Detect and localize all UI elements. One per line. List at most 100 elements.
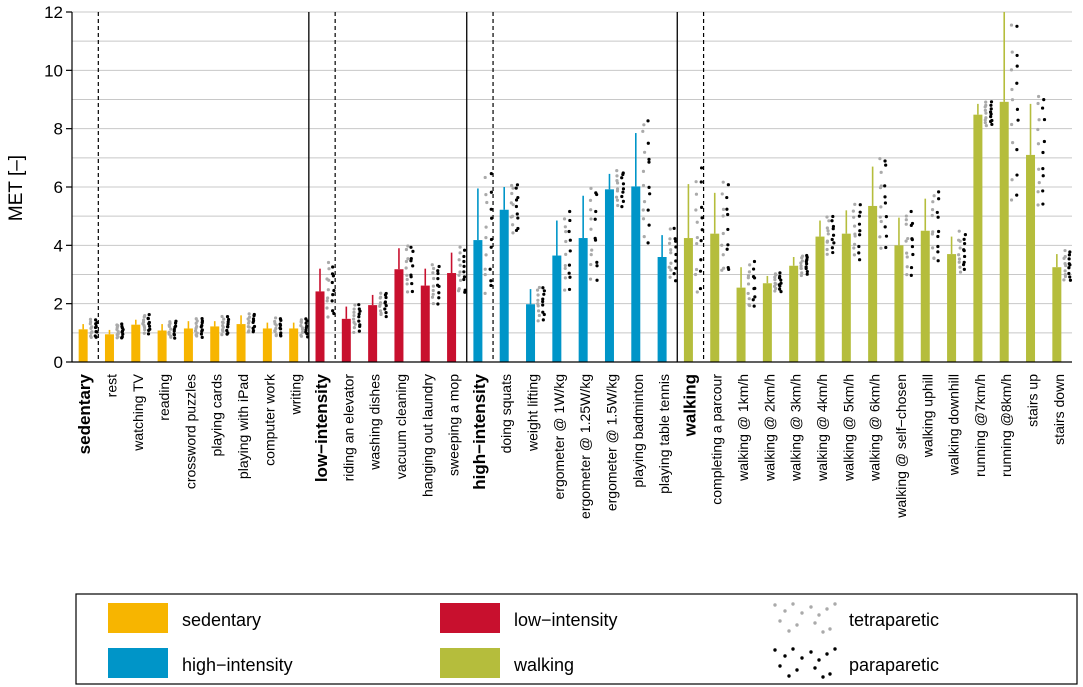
gridlines [72, 11, 1072, 334]
tetraparetic-dot [615, 198, 620, 202]
paraparetic-dot [541, 318, 545, 322]
paraparetic-dot [1067, 262, 1071, 266]
paraparetic-dot [883, 225, 887, 229]
tetraparetic-dot [694, 208, 698, 212]
tetraparetic-dot [957, 238, 961, 242]
legend-dot [791, 602, 795, 606]
paraparetic-dot [225, 328, 229, 333]
paraparetic-dot [647, 223, 651, 227]
tetraparetic-dot [115, 323, 119, 327]
tetraparetic-dot [378, 301, 383, 305]
category-label: weight lifting [525, 374, 541, 452]
tetraparetic-dot [642, 235, 646, 239]
paraparetic-dot [699, 166, 704, 170]
legend-dot [773, 603, 777, 607]
tetraparetic-dot [588, 277, 593, 281]
legend-swatch [108, 648, 168, 678]
legend-dot [795, 623, 799, 627]
legend-dot [833, 602, 837, 606]
tetraparetic-dot [695, 290, 699, 294]
paraparetic-dot [593, 217, 597, 221]
paraparetic-dot [621, 182, 626, 186]
paraparetic-dot [620, 205, 624, 209]
tetraparetic-dot [536, 298, 540, 302]
tetraparetic-dot [353, 303, 357, 307]
tetraparetic-dot [721, 214, 725, 218]
tetraparetic-dot [879, 219, 883, 224]
tetraparetic-dot [89, 320, 93, 324]
tetraparetic-dot [589, 262, 593, 267]
bar [1052, 267, 1062, 362]
paraparetic-dot [594, 209, 598, 214]
paraparetic-dot [174, 319, 178, 323]
paraparetic-dot [146, 332, 151, 336]
tetraparetic-dot [984, 100, 988, 104]
bar [894, 245, 904, 362]
tetraparetic-dot [274, 316, 278, 320]
paraparetic-dot [909, 209, 913, 214]
paraparetic-dot [937, 197, 941, 201]
paraparetic-dot [489, 279, 493, 283]
category-label: ergometer @ 1W/kg [551, 374, 567, 499]
paraparetic-dot [541, 299, 545, 304]
tetraparetic-dot [852, 224, 857, 228]
tetraparetic-dot [669, 268, 673, 272]
tetraparetic-dot [143, 313, 147, 318]
tetraparetic-dot [669, 251, 673, 255]
tetraparetic-dot [642, 123, 646, 127]
paraparetic-dot [831, 233, 836, 237]
tetraparetic-dot [931, 200, 935, 204]
tetraparetic-dot [1063, 273, 1067, 277]
tetraparetic-dot [773, 289, 777, 293]
tetraparetic-dot [326, 288, 330, 292]
paraparetic-dot [172, 332, 176, 336]
paraparetic-dot [94, 324, 98, 329]
paraparetic-dot [910, 221, 915, 226]
paraparetic-dot [542, 312, 546, 317]
tetraparetic-dot [825, 226, 829, 230]
category-label: ergometer @ 1.5W/kg [603, 374, 619, 511]
tetraparetic-dot [905, 265, 909, 269]
tetraparetic-dot [405, 282, 409, 286]
group-label: low−intensity [312, 373, 331, 482]
paraparetic-dot [252, 324, 257, 329]
tetraparetic-dot [722, 266, 726, 270]
tetraparetic-dot [458, 263, 462, 267]
y-tick-label: 2 [54, 295, 63, 314]
legend-dot [787, 674, 791, 678]
category-label: playing badminton [630, 374, 646, 488]
tetraparetic-dot [932, 194, 936, 198]
bar [552, 255, 562, 362]
paraparetic-dot [857, 258, 862, 262]
paraparetic-dot [805, 253, 809, 258]
paraparetic-dot [251, 317, 256, 321]
legend-label: walking [513, 655, 574, 675]
paraparetic-dot [516, 216, 520, 220]
paraparetic-dot [305, 324, 309, 328]
paraparetic-dot [1068, 278, 1073, 282]
paraparetic-dot [567, 271, 571, 275]
tetraparetic-dot [1036, 142, 1041, 146]
paraparetic-dot [620, 176, 624, 180]
y-tick-label: 0 [54, 353, 63, 372]
paraparetic-dot [330, 272, 335, 276]
tetraparetic-dot [274, 332, 278, 337]
legend-dot [817, 613, 821, 617]
tetraparetic-dot [458, 245, 462, 249]
tetraparetic-dot [668, 237, 672, 241]
paraparetic-dot [542, 292, 546, 296]
tetraparetic-dot [720, 243, 724, 247]
paraparetic-dot [910, 237, 914, 241]
tetraparetic-dot [195, 331, 199, 335]
tetraparetic-dot [484, 253, 488, 257]
tetraparetic-dot [193, 329, 198, 333]
tetraparetic-dot [669, 261, 673, 265]
paraparetic-dot [147, 320, 151, 325]
tetraparetic-dot [694, 267, 699, 272]
tetraparetic-dot [1063, 255, 1067, 259]
category-label: walking @ self−chosen [893, 374, 909, 519]
bar [947, 254, 957, 362]
tetraparetic-dot [1037, 181, 1041, 185]
tetraparetic-dot [615, 187, 620, 191]
paraparetic-dot [462, 275, 467, 279]
